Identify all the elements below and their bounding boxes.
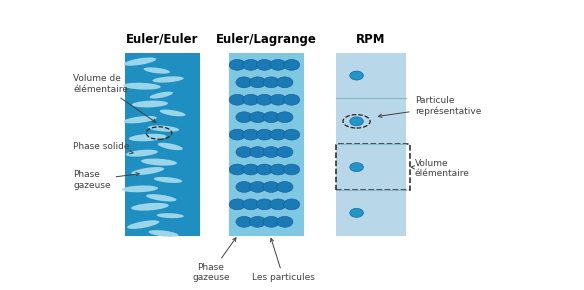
Ellipse shape: [229, 94, 245, 105]
Bar: [229, 53, 304, 236]
Ellipse shape: [283, 164, 300, 175]
Ellipse shape: [277, 112, 293, 123]
Ellipse shape: [229, 59, 245, 70]
Ellipse shape: [256, 129, 273, 140]
Ellipse shape: [126, 150, 158, 157]
Text: Volume de
élémentaire: Volume de élémentaire: [73, 74, 156, 122]
Text: RPM: RPM: [356, 33, 385, 46]
Ellipse shape: [350, 209, 363, 217]
Ellipse shape: [236, 182, 252, 192]
Ellipse shape: [123, 116, 157, 123]
Ellipse shape: [263, 147, 279, 157]
Ellipse shape: [158, 143, 183, 150]
Ellipse shape: [350, 163, 363, 172]
Ellipse shape: [152, 76, 184, 83]
Bar: [125, 53, 200, 236]
Ellipse shape: [141, 159, 177, 166]
Ellipse shape: [243, 94, 259, 105]
Ellipse shape: [249, 147, 266, 157]
Ellipse shape: [131, 167, 164, 175]
Ellipse shape: [229, 129, 245, 140]
Text: Phase
gazeuse: Phase gazeuse: [73, 170, 140, 190]
Text: Euler/Lagrange: Euler/Lagrange: [216, 33, 317, 46]
Text: Phase solide: Phase solide: [73, 142, 133, 154]
Ellipse shape: [243, 59, 259, 70]
Ellipse shape: [236, 147, 252, 157]
Ellipse shape: [256, 164, 273, 175]
Ellipse shape: [236, 77, 252, 88]
Ellipse shape: [350, 117, 363, 126]
Ellipse shape: [277, 77, 293, 88]
Ellipse shape: [236, 216, 252, 227]
Ellipse shape: [283, 94, 300, 105]
Ellipse shape: [144, 67, 170, 74]
Text: Phase
gazeuse: Phase gazeuse: [192, 238, 236, 282]
Ellipse shape: [277, 147, 293, 157]
Ellipse shape: [270, 59, 286, 70]
Text: Particule
représentative: Particule représentative: [378, 96, 481, 117]
Ellipse shape: [124, 57, 157, 66]
Ellipse shape: [148, 230, 179, 237]
Text: Euler/Euler: Euler/Euler: [126, 33, 199, 46]
Ellipse shape: [132, 101, 168, 108]
Ellipse shape: [159, 110, 186, 116]
Ellipse shape: [270, 129, 286, 140]
Ellipse shape: [256, 59, 273, 70]
Ellipse shape: [277, 182, 293, 192]
Ellipse shape: [270, 94, 286, 105]
Ellipse shape: [270, 199, 286, 210]
Ellipse shape: [270, 164, 286, 175]
Ellipse shape: [263, 77, 279, 88]
Text: Les particules: Les particules: [252, 238, 315, 282]
Ellipse shape: [350, 71, 363, 80]
Ellipse shape: [249, 77, 266, 88]
Ellipse shape: [148, 125, 179, 132]
Ellipse shape: [263, 182, 279, 192]
Ellipse shape: [157, 213, 184, 218]
Ellipse shape: [283, 199, 300, 210]
Ellipse shape: [243, 199, 259, 210]
Ellipse shape: [249, 112, 266, 123]
Bar: [335, 144, 410, 190]
Ellipse shape: [283, 59, 300, 70]
Ellipse shape: [243, 129, 259, 140]
Ellipse shape: [122, 185, 158, 192]
Ellipse shape: [256, 94, 273, 105]
Ellipse shape: [249, 216, 266, 227]
Text: Volume
élémentaire: Volume élémentaire: [411, 159, 470, 178]
Ellipse shape: [229, 164, 245, 175]
Ellipse shape: [249, 182, 266, 192]
Ellipse shape: [146, 194, 176, 202]
Ellipse shape: [123, 83, 161, 90]
Ellipse shape: [256, 199, 273, 210]
Ellipse shape: [127, 220, 159, 229]
Ellipse shape: [129, 134, 166, 141]
Ellipse shape: [154, 177, 182, 183]
Ellipse shape: [150, 92, 173, 99]
Ellipse shape: [131, 203, 169, 211]
Ellipse shape: [236, 112, 252, 123]
Bar: [335, 53, 406, 236]
Ellipse shape: [229, 199, 245, 210]
Ellipse shape: [283, 129, 300, 140]
Ellipse shape: [263, 112, 279, 123]
Ellipse shape: [263, 216, 279, 227]
Ellipse shape: [277, 216, 293, 227]
Ellipse shape: [243, 164, 259, 175]
